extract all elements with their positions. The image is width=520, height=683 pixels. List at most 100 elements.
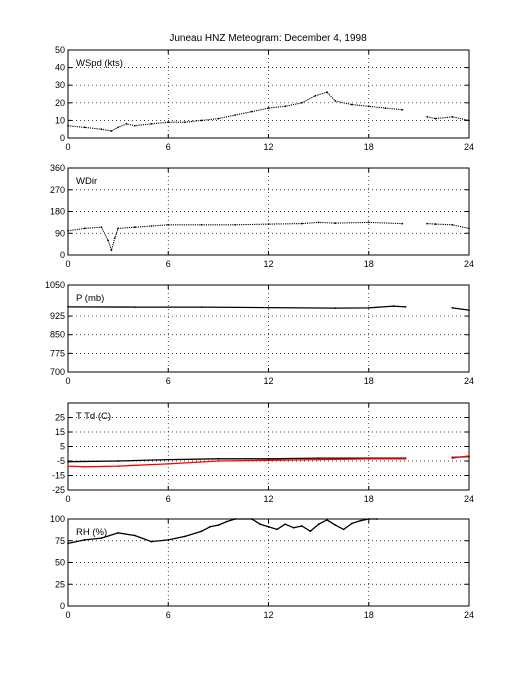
data-point (434, 117, 437, 120)
data-point (217, 457, 220, 460)
panel-5: 0 6 12 18 24 0 25 50 75 100 RH (%) (50, 514, 474, 620)
data-point (334, 524, 337, 526)
data-point (301, 525, 303, 527)
y-tick-label: 15 (55, 427, 65, 437)
y-tick-label: 270 (50, 185, 65, 195)
panel-label: P (mb) (76, 293, 104, 304)
data-point (468, 227, 470, 230)
x-tick-label: 18 (364, 376, 374, 386)
series-line-1 (427, 223, 470, 229)
data-point (200, 530, 203, 533)
data-point (334, 307, 337, 309)
data-point (234, 114, 237, 116)
data-point (401, 108, 404, 111)
data-point (117, 532, 119, 534)
y-tick-label: 50 (55, 558, 65, 568)
data-point (67, 124, 69, 127)
series-line-1 (67, 457, 406, 463)
data-point (67, 542, 69, 545)
data-point (110, 130, 113, 132)
data-point (468, 455, 470, 457)
data-point (113, 237, 116, 240)
data-point (317, 457, 320, 459)
axes-frame (67, 284, 470, 373)
x-tick-label: 0 (65, 142, 70, 152)
data-point (83, 227, 86, 230)
data-point (401, 222, 404, 225)
panel-4: 0 6 12 18 24 -25 -15 -5 5 15 25 T Td (C) (52, 402, 474, 504)
data-point (384, 107, 387, 109)
data-point (250, 518, 253, 520)
data-point (359, 519, 362, 522)
x-tick-label: 12 (263, 494, 273, 504)
x-tick-label: 24 (464, 376, 474, 386)
data-point (376, 518, 378, 520)
x-tick-label: 0 (65, 494, 70, 504)
y-tick-label: 0 (60, 133, 65, 143)
y-tick-label: 700 (50, 367, 65, 377)
data-point (217, 460, 220, 462)
panel-label: RH (%) (76, 527, 107, 538)
data-point (133, 124, 136, 127)
data-point (267, 457, 270, 460)
x-tick-label: 12 (263, 259, 273, 269)
data-point (351, 522, 353, 525)
x-tick-label: 0 (65, 610, 70, 620)
y-tick-label: -15 (52, 471, 65, 481)
x-tick-label: 12 (263, 610, 273, 620)
data-point (426, 116, 429, 118)
x-tick-label: 6 (166, 494, 171, 504)
data-point (125, 123, 128, 125)
y-tick-label: 775 (50, 348, 65, 358)
data-point (451, 116, 454, 118)
y-tick-label: 5 (60, 442, 65, 452)
x-tick-label: 24 (464, 494, 474, 504)
series-line-1 (67, 305, 406, 309)
y-tick-label: 180 (50, 207, 65, 217)
data-point (367, 457, 370, 460)
x-tick-label: 6 (166, 610, 171, 620)
data-point (267, 525, 270, 528)
data-point (167, 539, 170, 541)
series-line-1 (452, 307, 470, 311)
data-point (301, 222, 303, 225)
x-tick-label: 0 (65, 259, 70, 269)
data-point (451, 223, 454, 226)
data-point (284, 523, 287, 526)
panel-label: WDir (76, 176, 97, 187)
data-point (334, 100, 337, 102)
data-point (451, 307, 454, 309)
data-point (167, 458, 170, 461)
data-point (67, 229, 69, 232)
y-tick-label: 0 (60, 601, 65, 611)
data-point (107, 239, 109, 242)
data-point (326, 519, 328, 521)
data-point (133, 226, 136, 229)
data-point (217, 117, 220, 120)
series-line-1 (67, 91, 403, 132)
x-tick-label: 18 (364, 494, 374, 504)
data-point (234, 223, 237, 226)
y-tick-label: 75 (55, 536, 65, 546)
data-point (317, 458, 320, 461)
data-point (167, 223, 170, 226)
data-point (259, 523, 261, 526)
data-point (150, 540, 153, 543)
data-point (133, 534, 136, 537)
data-point (117, 460, 119, 462)
data-point (392, 305, 395, 307)
y-tick-label: 10 (55, 115, 65, 125)
data-point (334, 222, 337, 225)
data-point (309, 530, 312, 533)
data-point (404, 306, 407, 308)
data-point (367, 307, 370, 309)
x-tick-label: 18 (364, 610, 374, 620)
data-point (67, 460, 69, 463)
data-point (100, 226, 103, 229)
y-tick-label: 360 (50, 163, 65, 173)
data-point (314, 94, 317, 97)
data-point (250, 110, 253, 113)
data-point (110, 249, 113, 252)
chart-title: Juneau HNZ Meteogram: December 4, 1998 (169, 33, 367, 44)
data-point (267, 107, 270, 109)
